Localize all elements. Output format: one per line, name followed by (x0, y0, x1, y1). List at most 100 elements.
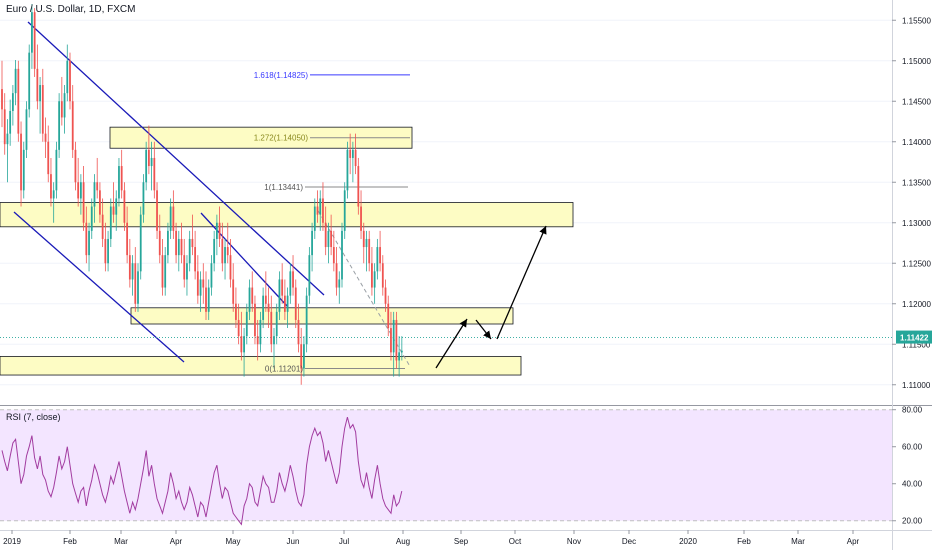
candle-body-140 (381, 263, 384, 288)
candle-body-130 (354, 149, 357, 167)
rsi-band (0, 409, 892, 521)
candle-body-85 (232, 279, 235, 304)
candle-body-76 (207, 287, 210, 312)
time-tick-label-15: Apr (847, 537, 860, 546)
price-tick-label-4: 1.13000 (902, 219, 931, 228)
projection-arrow-0 (435, 318, 468, 369)
candle-body-44 (120, 166, 123, 191)
candle-body-133 (362, 230, 365, 248)
candle-body-28 (77, 182, 80, 199)
candle-body-38 (104, 238, 107, 264)
candle-body-68 (186, 263, 188, 280)
rsi-title: RSI (7, close) (6, 412, 61, 422)
candle-body-71 (194, 247, 197, 272)
candle-body-91 (248, 287, 251, 312)
candle-body-78 (213, 238, 216, 264)
candle-body-67 (183, 255, 186, 280)
candle-body-62 (169, 206, 172, 231)
candle-body-27 (74, 149, 77, 183)
candle-body-65 (177, 238, 180, 256)
candle-body-110 (300, 344, 303, 369)
candle-body-13 (36, 68, 39, 102)
candle-body-35 (96, 182, 99, 191)
candle-body-29 (79, 182, 82, 199)
candle-body-74 (202, 279, 205, 288)
candle-body-36 (99, 190, 101, 215)
candle-body-8 (22, 149, 25, 191)
candle-body-64 (175, 230, 177, 256)
candle-body-93 (254, 303, 256, 337)
price-tick-label-6: 1.14000 (902, 138, 931, 147)
candle-body-5 (14, 68, 17, 94)
time-tick-label-3: Apr (170, 537, 183, 546)
candle-body-84 (229, 255, 232, 280)
candle-body-138 (376, 247, 379, 272)
candle-body-26 (71, 101, 74, 150)
zone-3 (0, 355, 522, 376)
candle-body-119 (324, 222, 327, 248)
candle-body-24 (66, 60, 69, 94)
candle-body-20 (55, 149, 58, 191)
candle-body-107 (292, 271, 294, 288)
candle-body-147 (400, 350, 403, 353)
fib-label-1: 1.272(1.14050) (254, 134, 309, 143)
candle-body-55 (150, 157, 153, 167)
candle-body-22 (60, 101, 63, 118)
candle-body-125 (341, 230, 343, 280)
candle-body-113 (308, 255, 311, 296)
candle-body-16 (44, 133, 47, 142)
lines-layer (0, 21, 892, 369)
candle-body-143 (390, 328, 392, 353)
candle-body-120 (327, 230, 330, 248)
candle-body-56 (153, 157, 156, 191)
candle-body-112 (305, 295, 308, 345)
candle-body-3 (9, 110, 12, 134)
price-tick-label-0: 1.11000 (902, 381, 931, 390)
candle-body-21 (58, 101, 61, 150)
candle-body-17 (47, 141, 50, 175)
candle-body-48 (131, 263, 134, 280)
candle-body-128 (349, 149, 352, 158)
candle-body-70 (191, 238, 194, 248)
candle-body-114 (311, 230, 313, 256)
candle-body-89 (243, 336, 245, 353)
candle-body-72 (196, 271, 199, 296)
zone-0 (109, 126, 413, 149)
candle-body-1 (3, 109, 6, 145)
candle-body-101 (275, 311, 278, 337)
candle-body-90 (245, 311, 248, 337)
candle-body-50 (137, 271, 139, 304)
price-tick-label-7: 1.14500 (902, 97, 931, 106)
candle-body-106 (289, 271, 292, 296)
candle-body-137 (373, 271, 376, 288)
candle-body-40 (109, 206, 112, 239)
rsi-line (1, 416, 403, 526)
price-tick-label-3: 1.12500 (902, 259, 931, 268)
candle-body-54 (147, 149, 150, 167)
candle-body-47 (128, 255, 131, 280)
candle-body-83 (226, 247, 229, 256)
candle-body-33 (90, 206, 93, 231)
time-tick-label-13: Feb (737, 537, 751, 546)
candle-body-82 (224, 247, 226, 264)
fib-label-2: 1(1.13441) (264, 183, 303, 192)
rsi-tick-label-1: 60.00 (902, 443, 923, 452)
time-tick-label-8: Sep (454, 537, 469, 546)
candle-body-15 (41, 85, 44, 134)
chart-title: Euro / U.S. Dollar, 1D, FXCM (6, 4, 136, 15)
candle-body-14 (39, 85, 41, 102)
candle-body-144 (392, 319, 395, 353)
candle-body-127 (346, 149, 349, 191)
zones-layer (0, 126, 574, 376)
candle-body-32 (88, 230, 90, 256)
candle-body-12 (33, 12, 36, 69)
price-tick-label-8: 1.15000 (902, 57, 931, 66)
candle-body-146 (398, 352, 401, 361)
fib-label-0: 1.618(1.14825) (254, 71, 309, 80)
candle-body-73 (199, 279, 202, 296)
candle-body-100 (273, 336, 275, 345)
candle-body-51 (139, 214, 142, 272)
price-tick-label-1: 1.11500 (902, 340, 931, 349)
